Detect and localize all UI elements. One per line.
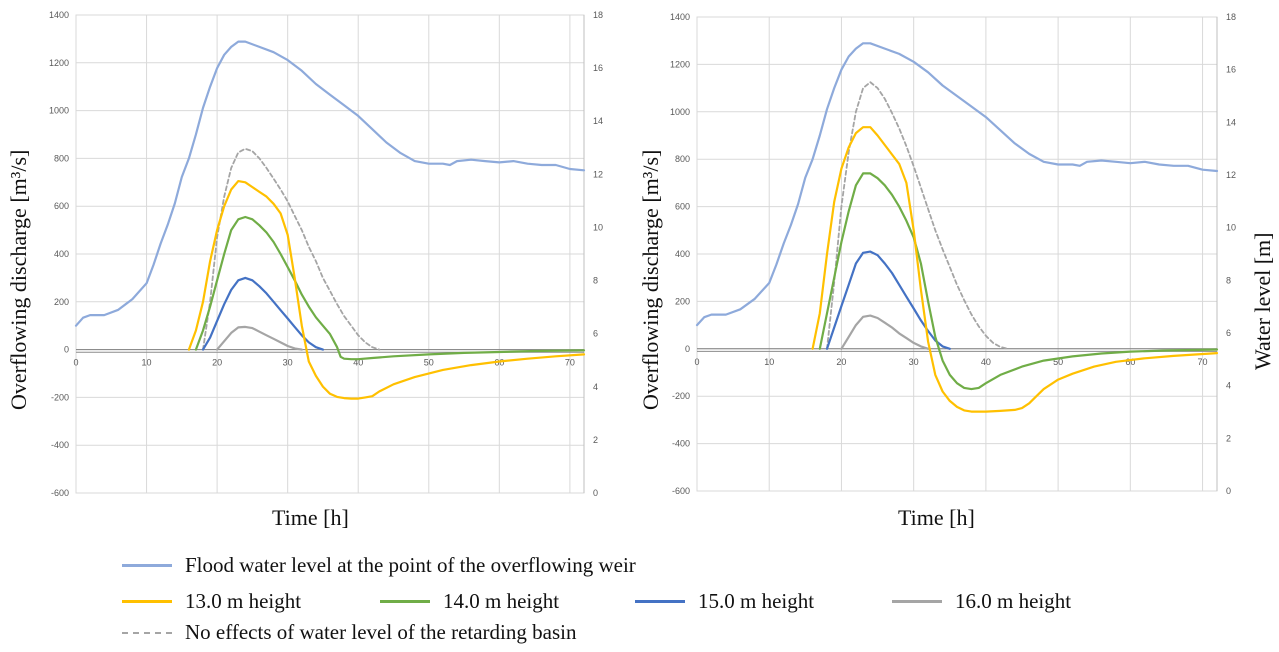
right-y-tick-label: 600 <box>675 202 690 212</box>
left-y-tick-label: 200 <box>54 297 69 307</box>
left-x-tick-label: 10 <box>142 358 152 368</box>
right-y2-tick-label: 18 <box>1226 12 1236 22</box>
left-x-tick-label: 50 <box>424 358 434 368</box>
right-y2-axis-title: Water level [m] <box>1250 232 1275 371</box>
right-y-tick-label: -600 <box>672 486 690 496</box>
left-y2-tick-label: 6 <box>593 329 598 339</box>
right-y-tick-label: 400 <box>675 249 690 259</box>
left-y2-tick-label: 10 <box>593 222 603 232</box>
legend-label-flood: Flood water level at the point of the ov… <box>185 553 636 577</box>
right-x-tick-label: 10 <box>764 357 774 367</box>
legend-swatch-no-effects <box>122 631 172 634</box>
right-y2-tick-label: 2 <box>1226 433 1231 443</box>
right-series-h15 <box>825 250 951 350</box>
right-y-tick-label: 800 <box>675 154 690 164</box>
left-y-tick-label: 0 <box>64 345 69 355</box>
right-y2-tick-label: 0 <box>1226 486 1231 496</box>
left-x-tick-label: 20 <box>212 358 222 368</box>
left-series-h13 <box>187 180 586 400</box>
right-y2-tick-label: 14 <box>1226 117 1236 127</box>
legend-swatch-13m <box>122 600 172 603</box>
legend-item-15m: 15.0 m height <box>635 589 814 614</box>
left-y2-tick-label: 0 <box>593 488 598 498</box>
legend-item-no-effects: No effects of water level of the retardi… <box>122 620 576 645</box>
legend-swatch-16m <box>892 600 942 603</box>
right-y2-tick-label: 12 <box>1226 170 1236 180</box>
legend-swatch-flood <box>122 564 172 567</box>
right-x-tick-label: 20 <box>836 357 846 367</box>
left-y2-tick-label: 14 <box>593 116 603 126</box>
right-x-tick-label: 30 <box>909 357 919 367</box>
right-series-h16 <box>840 314 930 350</box>
left-series-noeffect <box>202 147 381 351</box>
right-y2-tick-label: 6 <box>1226 328 1231 338</box>
left-x-tick-label: 30 <box>283 358 293 368</box>
right-y2-tick-label: 10 <box>1226 223 1236 233</box>
left-y2-tick-label: 16 <box>593 63 603 73</box>
left-y2-tick-label: 2 <box>593 435 598 445</box>
right-y2-tick-label: 4 <box>1226 381 1231 391</box>
legend-swatch-15m <box>635 600 685 603</box>
left-x-tick-label: 0 <box>73 358 78 368</box>
right-x-tick-label: 40 <box>981 357 991 367</box>
left-y-tick-label: 1200 <box>49 58 69 68</box>
left-y-tick-label: 600 <box>54 201 69 211</box>
right-x-tick-label: 70 <box>1198 357 1208 367</box>
legend-label-15m: 15.0 m height <box>698 589 815 613</box>
legend-item-14m: 14.0 m height <box>380 589 559 614</box>
right-y-axis-title: Overflowing discharge [m³/s] <box>638 149 663 410</box>
left-series-flood <box>74 40 586 327</box>
right-series-flood <box>695 42 1219 327</box>
right-x-tick-label: 60 <box>1125 357 1135 367</box>
right-y-tick-label: 1400 <box>670 12 690 22</box>
legend-label-13m: 13.0 m height <box>185 589 302 613</box>
right-series-h14 <box>818 172 1219 391</box>
left-y-tick-label: 1000 <box>49 106 69 116</box>
left-series-h14 <box>194 215 586 361</box>
right-x-axis-title: Time [h] <box>898 505 975 530</box>
right-y2-tick-label: 16 <box>1226 65 1236 75</box>
left-y-tick-label: -400 <box>51 440 69 450</box>
legend-swatch-14m <box>380 600 430 603</box>
left-y-tick-label: -200 <box>51 392 69 402</box>
left-y-tick-label: -600 <box>51 488 69 498</box>
right-y-tick-label: 0 <box>685 344 690 354</box>
legend-label-no-effects: No effects of water level of the retardi… <box>185 620 577 644</box>
left-y-tick-label: 400 <box>54 249 69 259</box>
right-y-tick-label: 1000 <box>670 107 690 117</box>
legend-label-14m: 14.0 m height <box>443 589 560 613</box>
legend-item-13m: 13.0 m height <box>122 589 301 614</box>
left-y-tick-label: 800 <box>54 153 69 163</box>
left-y2-tick-label: 12 <box>593 169 603 179</box>
left-y-axis-title: Overflowing discharge [m³/s] <box>6 149 31 410</box>
right-y-tick-label: -400 <box>672 439 690 449</box>
left-y-tick-label: 1400 <box>49 10 69 20</box>
right-x-tick-label: 50 <box>1053 357 1063 367</box>
right-series-noeffect <box>826 81 1009 350</box>
left-y2-tick-label: 18 <box>593 10 603 20</box>
left-x-tick-label: 70 <box>565 358 575 368</box>
right-y2-tick-label: 8 <box>1226 275 1231 285</box>
right-y-tick-label: -200 <box>672 391 690 401</box>
legend-item-flood: Flood water level at the point of the ov… <box>122 553 636 578</box>
right-series-h13 <box>811 126 1219 413</box>
left-x-tick-label: 40 <box>353 358 363 368</box>
left-y2-tick-label: 8 <box>593 276 598 286</box>
right-x-tick-label: 0 <box>694 357 699 367</box>
legend-label-16m: 16.0 m height <box>955 589 1072 613</box>
right-y-tick-label: 1200 <box>670 59 690 69</box>
left-y2-tick-label: 4 <box>593 382 598 392</box>
left-series-h16 <box>216 325 303 351</box>
right-y-tick-label: 200 <box>675 296 690 306</box>
legend-item-16m: 16.0 m height <box>892 589 1071 614</box>
left-x-axis-title: Time [h] <box>272 505 349 530</box>
